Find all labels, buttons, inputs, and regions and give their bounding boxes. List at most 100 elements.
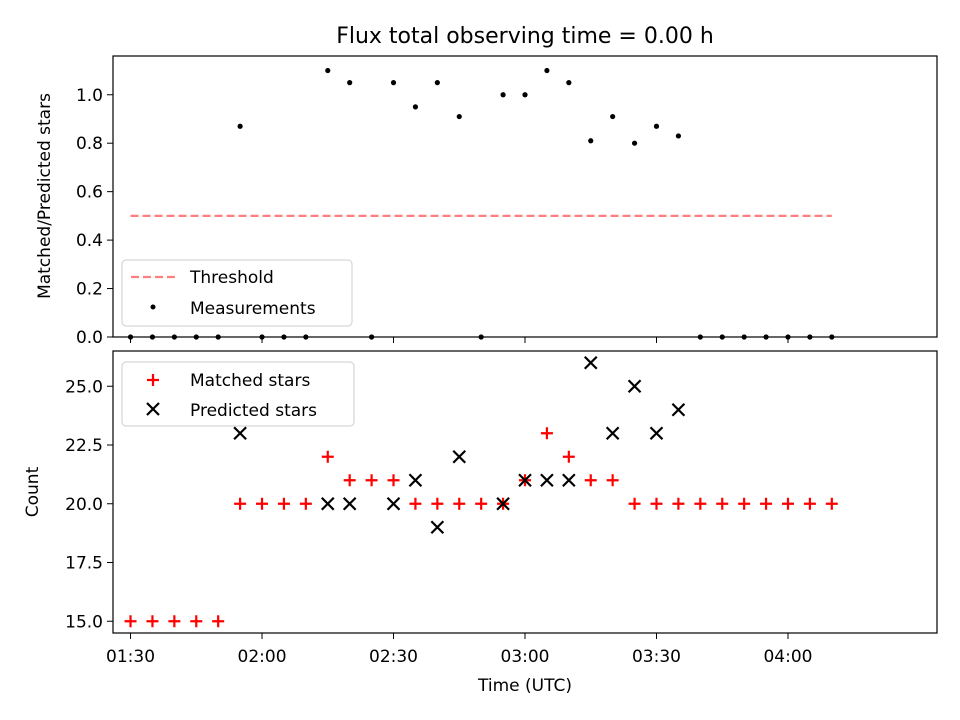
measurement-point <box>544 67 550 74</box>
matched-star-point <box>321 450 334 463</box>
matched-star-point <box>431 497 444 510</box>
bottom-x-tick-label: 03:30 <box>632 647 681 667</box>
predicted-star-point <box>562 473 576 488</box>
predicted-star-point <box>233 426 247 441</box>
measurement-point <box>412 104 419 110</box>
bottom-x-tick-label: 02:30 <box>369 647 418 667</box>
top-y-tick-label: 0.2 <box>76 280 103 300</box>
matched-star-point <box>650 497 663 510</box>
matched-star-point <box>475 497 488 510</box>
top-x-ticks <box>130 337 789 343</box>
predicted-star-point <box>671 402 686 417</box>
bottom-y-tick-label: 22.5 <box>65 436 103 456</box>
bottom-x-ticks: 01:30 02:00 02:30 03:00 03:30 04:00 <box>106 633 812 667</box>
bottom-x-tick-label: 03:00 <box>501 647 550 667</box>
matched-star-point <box>168 615 181 628</box>
predicted-star-point <box>605 426 620 441</box>
matched-star-point <box>694 497 707 510</box>
matched-star-point <box>453 497 466 510</box>
measurement-point <box>434 80 440 86</box>
bottom-y-tick-label: 25.0 <box>65 377 103 397</box>
measurement-point <box>500 92 506 98</box>
top-y-axis-label: Matched/Predicted stars <box>35 93 55 299</box>
bottom-plot-marks <box>124 355 838 628</box>
top-y-tick-label: 0.8 <box>76 134 103 154</box>
matched-star-point <box>584 474 597 487</box>
measurement-point <box>653 123 660 129</box>
matched-legend-swatch <box>147 374 159 386</box>
top-y-tick-label: 1.0 <box>76 86 103 106</box>
measurement-point <box>522 92 528 98</box>
matched-star-point <box>234 497 247 510</box>
predicted-legend-label: Predicted stars <box>190 401 317 421</box>
measurement-legend-swatch <box>150 304 156 310</box>
measurement-point <box>631 140 638 146</box>
threshold-legend-label: Threshold <box>189 268 274 288</box>
matched-star-point <box>365 474 378 487</box>
measurement-point <box>237 123 243 129</box>
matched-star-point <box>387 474 400 487</box>
matched-star-point <box>738 497 751 510</box>
bottom-legend-box <box>121 361 355 427</box>
matched-star-point <box>716 497 729 510</box>
chart-title: Flux total observing time = 0.00 h <box>336 24 714 49</box>
predicted-star-point <box>342 496 357 511</box>
matched-star-point <box>212 615 225 628</box>
predicted-star-point <box>386 496 401 511</box>
bottom-x-tick-label: 01:30 <box>106 647 155 667</box>
matched-legend-label: Matched stars <box>190 371 310 391</box>
x-axis-label: Time (UTC) <box>477 676 572 696</box>
measurement-point <box>390 80 397 86</box>
matched-star-point <box>190 615 203 628</box>
matched-star-point <box>146 615 159 628</box>
matched-star-point <box>299 497 312 510</box>
measurement-legend-label: Measurements <box>190 299 316 319</box>
measurement-point <box>347 80 353 86</box>
measurement-point <box>566 80 572 86</box>
measurement-point <box>325 67 331 74</box>
predicted-star-point <box>430 520 445 535</box>
predicted-star-point <box>496 496 510 511</box>
matched-star-point <box>825 497 838 510</box>
matched-star-point <box>562 450 575 463</box>
matched-star-point <box>540 427 553 440</box>
predicted-star-point <box>540 473 554 488</box>
measurement-point <box>456 113 462 120</box>
measurement-point <box>675 133 682 139</box>
predicted-star-point <box>627 379 642 394</box>
bottom-legend: Matched stars Predicted stars <box>121 361 355 427</box>
bottom-y-ticks: 15.0 17.5 20.0 22.5 25.0 <box>65 377 113 632</box>
predicted-star-point <box>583 355 598 370</box>
predicted-legend-swatch <box>146 402 160 416</box>
top-legend-box <box>121 259 353 327</box>
matched-star-point <box>628 497 641 510</box>
predicted-star-point <box>408 473 423 488</box>
matched-star-point <box>256 497 269 510</box>
predicted-star-point <box>452 449 467 464</box>
bottom-y-tick-label: 20.0 <box>65 495 103 515</box>
top-y-tick-label: 0.4 <box>76 231 103 251</box>
matched-star-point <box>781 497 794 510</box>
matched-star-point <box>760 497 773 510</box>
predicted-star-point <box>649 426 664 441</box>
matched-star-point <box>277 497 290 510</box>
top-y-tick-label: 0.6 <box>76 183 103 203</box>
matched-star-point <box>124 615 137 628</box>
measurement-point <box>610 113 616 120</box>
top-plot: 0.0 0.2 0.4 0.6 0.8 1.0 Threshold Measurement… <box>76 55 938 348</box>
bottom-x-tick-label: 04:00 <box>763 647 812 667</box>
predicted-star-point <box>320 496 335 511</box>
matched-star-point <box>606 474 619 487</box>
bottom-y-tick-label: 15.0 <box>65 612 103 632</box>
bottom-y-tick-label: 17.5 <box>65 554 103 574</box>
predicted-star-point <box>518 473 532 488</box>
measurement-point <box>588 138 594 144</box>
matched-star-point <box>343 474 356 487</box>
top-y-ticks: 0.0 0.2 0.4 0.6 0.8 1.0 <box>76 86 113 348</box>
bottom-x-tick-label: 02:00 <box>238 647 287 667</box>
top-y-tick-label: 0.0 <box>76 328 103 348</box>
top-legend: Threshold Measurements <box>121 259 353 327</box>
matched-star-point <box>672 497 685 510</box>
bottom-plot: 15.0 17.5 20.0 22.5 25.0 01:30 02:00 02:30 03:0… <box>65 350 938 667</box>
